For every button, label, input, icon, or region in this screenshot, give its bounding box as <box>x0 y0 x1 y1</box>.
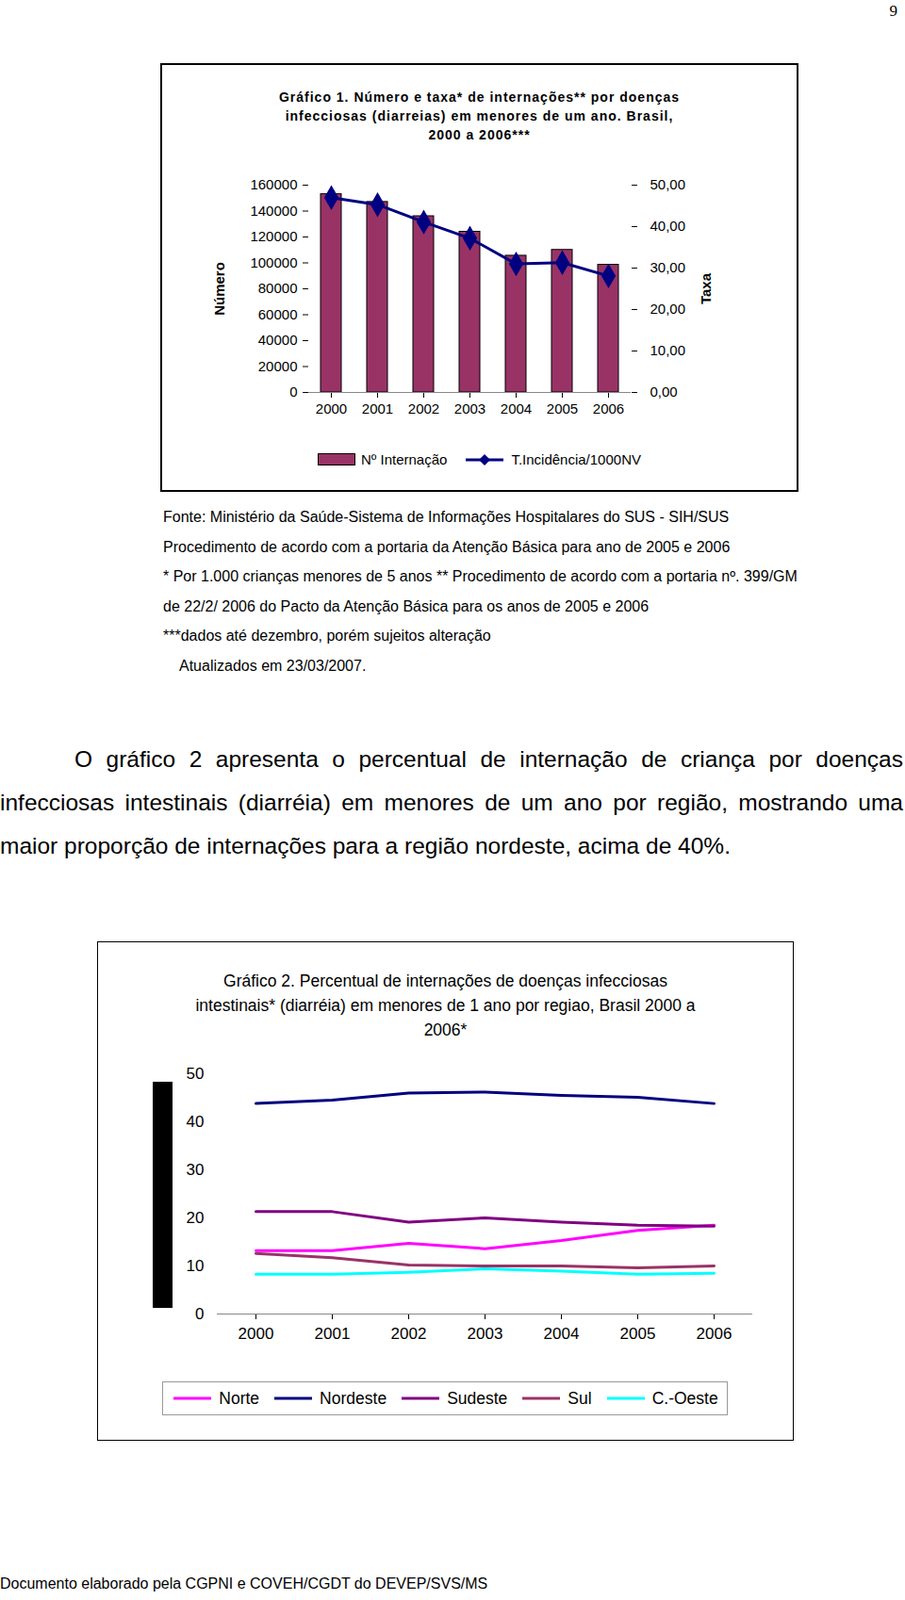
svg-text:20,00: 20,00 <box>650 300 687 317</box>
html-text:Sudeste: Sudeste <box>446 1389 508 1408</box>
html-text:* Por 1.000 crianças menores d: * Por 1.000 crianças menores de 5 anos *… <box>163 568 798 585</box>
svg-text:2000: 2000 <box>238 1325 275 1344</box>
svg-text:2002: 2002 <box>408 400 440 417</box>
svg-text:40,00: 40,00 <box>650 217 687 234</box>
html-text:Atualizados em 23/03/2007.: Atualizados em 23/03/2007. <box>179 657 367 674</box>
svg-text:Taxa: Taxa <box>697 272 714 305</box>
html-text:Documento elaborado pela CGPNI: Documento elaborado pela CGPNI e COVEH/C… <box>0 1576 488 1593</box>
svg-text:80000: 80000 <box>258 279 298 297</box>
svg-text:60000: 60000 <box>258 306 298 323</box>
svg-text:10,00: 10,00 <box>650 342 687 359</box>
svg-text:20: 20 <box>186 1209 205 1228</box>
html-text:Gráfico 2. Percentual de inter: Gráfico 2. Percentual de internações de … <box>195 971 696 1040</box>
svg-text:2000: 2000 <box>315 400 347 417</box>
svg-text:2004: 2004 <box>543 1325 580 1344</box>
html-text:Norte: Norte <box>218 1389 260 1408</box>
svg-text:2002: 2002 <box>391 1325 428 1344</box>
svg-text:50,00: 50,00 <box>650 176 687 193</box>
html-text:C.-Oeste: C.-Oeste <box>651 1389 719 1408</box>
svg-text:2001: 2001 <box>314 1325 351 1344</box>
svg-text:40000: 40000 <box>258 331 298 348</box>
svg-text:2004: 2004 <box>500 400 532 417</box>
svg-text:2006: 2006 <box>592 400 625 417</box>
svg-text:2001: 2001 <box>362 400 394 417</box>
svg-text:160000: 160000 <box>249 176 297 193</box>
html-text:***dados até dezembro, porém s: ***dados até dezembro, porém sujeitos al… <box>163 627 491 644</box>
svg-text:100000: 100000 <box>249 254 297 271</box>
svg-text:2003: 2003 <box>467 1325 504 1344</box>
html-text:Fonte: Ministério da Saúde-Sis: Fonte: Ministério da Saúde-Sistema de In… <box>163 509 729 526</box>
svg-text:50: 50 <box>186 1065 205 1084</box>
html-text:Nº Internação: Nº Internação <box>361 451 448 468</box>
svg-text:30: 30 <box>186 1161 205 1180</box>
html-text:Nordeste: Nordeste <box>319 1389 387 1408</box>
html-text:9: 9 <box>889 1 898 20</box>
svg-text:20000: 20000 <box>258 358 298 375</box>
svg-text:0: 0 <box>289 383 297 400</box>
svg-text:2003: 2003 <box>454 400 486 417</box>
svg-text:0,00: 0,00 <box>650 383 678 400</box>
svg-text:40: 40 <box>186 1113 205 1132</box>
svg-text:10: 10 <box>186 1257 205 1276</box>
svg-text:2005: 2005 <box>546 400 578 417</box>
html-text:Gráfico 1. Número e taxa* de i: Gráfico 1. Número e taxa* de internações… <box>278 89 680 143</box>
svg-text:2006: 2006 <box>696 1325 733 1344</box>
svg-text:140000: 140000 <box>249 202 297 219</box>
svg-text:0: 0 <box>195 1305 204 1324</box>
html-text:O gráfico 2 apresenta o percen: O gráfico 2 apresenta o percentual de in… <box>0 746 904 859</box>
svg-text:2005: 2005 <box>620 1325 657 1344</box>
html-text:de 22/2/ 2006 do Pacto da Aten: de 22/2/ 2006 do Pacto da Atenção Básica… <box>163 598 649 615</box>
html-text:T.Incidência/1000NV: T.Incidência/1000NV <box>511 451 642 468</box>
svg-text:30,00: 30,00 <box>650 259 687 276</box>
svg-text:120000: 120000 <box>249 228 297 245</box>
html-text:Sul: Sul <box>567 1389 592 1408</box>
svg-text:Número: Número <box>211 262 228 316</box>
html-text:Procedimento de acordo com a p: Procedimento de acordo com a portaria da… <box>163 538 730 555</box>
